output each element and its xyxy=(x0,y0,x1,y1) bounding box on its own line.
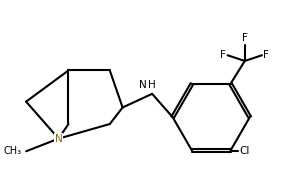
Text: CH₃: CH₃ xyxy=(4,146,22,156)
Text: F: F xyxy=(242,33,248,43)
Text: N: N xyxy=(139,80,147,90)
Text: N: N xyxy=(55,134,62,144)
Text: Cl: Cl xyxy=(239,146,249,156)
Text: F: F xyxy=(220,50,226,60)
Text: F: F xyxy=(263,50,269,60)
Text: H: H xyxy=(148,80,156,90)
